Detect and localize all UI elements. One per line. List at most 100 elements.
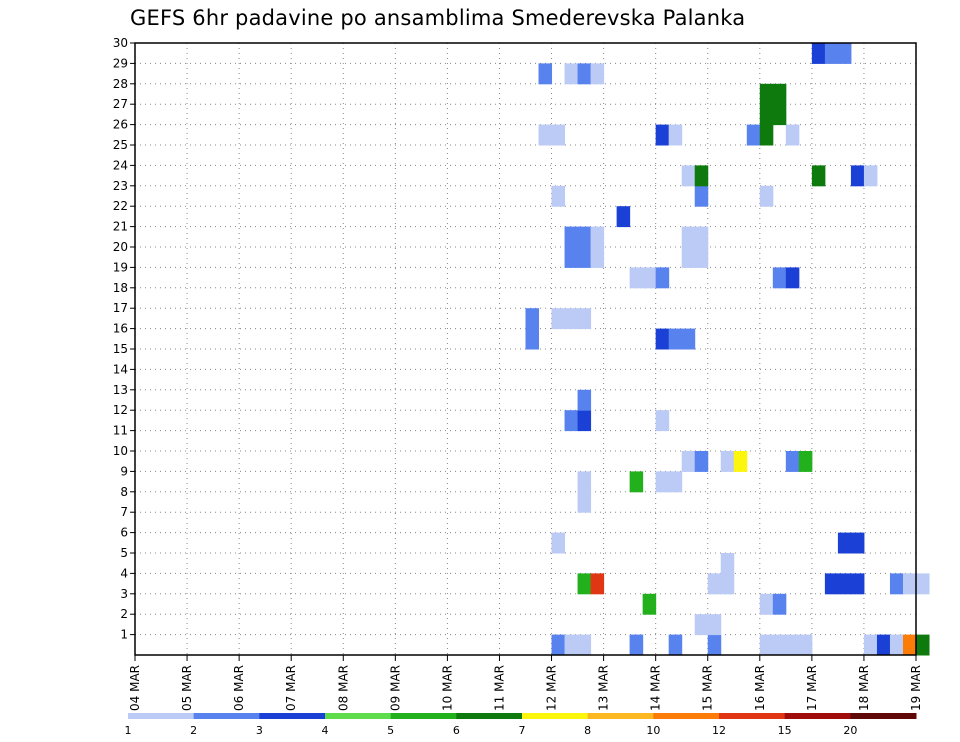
y-tick-label: 25 (113, 138, 128, 152)
x-tick-label: 05 MAR (180, 665, 194, 711)
heatmap-cell (785, 451, 800, 472)
heatmap-cell (902, 573, 917, 595)
y-tick-label: 20 (113, 240, 128, 254)
x-tick-label: 19 MAR (909, 665, 923, 711)
heatmap-cell (785, 124, 800, 146)
x-tick-label: 10 MAR (440, 665, 454, 711)
heatmap-cell (694, 614, 709, 636)
legend-label: 2 (190, 724, 197, 737)
heatmap-cell (772, 267, 787, 289)
y-tick-label: 14 (113, 362, 128, 376)
legend-swatch (784, 713, 851, 719)
heatmap-cell (772, 634, 787, 656)
heatmap-cell (824, 573, 839, 595)
y-tick-label: 3 (120, 587, 128, 601)
legend-label: 7 (519, 724, 526, 737)
heatmap-cell (720, 553, 735, 574)
heatmap-cell (694, 185, 709, 207)
heatmap-cell (629, 267, 644, 289)
heatmap-cell (694, 226, 709, 248)
heatmap-cell (577, 247, 592, 268)
heatmap-cell (837, 43, 852, 64)
x-tick-label: 13 MAR (597, 665, 611, 711)
legend-swatch (719, 713, 786, 719)
heatmap-cell (629, 471, 644, 493)
y-tick-label: 24 (113, 158, 128, 172)
heatmap-cell (668, 124, 683, 146)
heatmap-cell (837, 532, 852, 554)
y-tick-label: 5 (120, 546, 128, 560)
x-tick-label: 06 MAR (232, 665, 246, 711)
heatmap-cell (824, 43, 839, 64)
x-tick-label: 14 MAR (649, 665, 663, 711)
heatmap-cell (772, 593, 787, 615)
heatmap-cell (564, 63, 579, 85)
y-tick-label: 1 (120, 628, 128, 642)
heatmap-cell (577, 389, 592, 411)
heatmap-cell (616, 206, 631, 228)
heatmap-cell (916, 573, 930, 595)
y-tick-label: 13 (113, 383, 128, 397)
heatmap-cell (785, 267, 800, 289)
heatmap-cell (577, 63, 592, 85)
y-tick-label: 29 (113, 56, 128, 70)
heatmap-cell (733, 451, 748, 472)
heatmap-cell (759, 185, 774, 207)
legend-swatch (456, 713, 523, 719)
x-tick-label: 09 MAR (388, 665, 402, 711)
y-tick-label: 15 (113, 342, 128, 356)
heatmap-cell (590, 226, 605, 248)
heatmap-cell (564, 226, 579, 248)
legend-swatch (850, 713, 917, 719)
heatmap-cell (642, 593, 657, 615)
heatmap-cell (551, 308, 566, 330)
heatmap-cell (551, 124, 566, 146)
y-tick-label: 23 (113, 179, 128, 193)
heatmap-cell (798, 634, 813, 656)
heatmap-cell (551, 634, 566, 656)
heatmap-cell (759, 104, 774, 126)
heatmap-cells (525, 43, 930, 656)
heatmap-cell (538, 63, 553, 85)
y-tick-label: 12 (113, 403, 128, 417)
x-tick-label: 16 MAR (753, 665, 767, 711)
heatmap-cell (681, 226, 696, 248)
legend-swatch (587, 713, 654, 719)
heatmap-cell (863, 634, 878, 656)
heatmap-cell (564, 634, 579, 656)
heatmap-cell (720, 573, 735, 595)
y-tick-label: 19 (113, 260, 128, 274)
heatmap-cell (629, 634, 644, 656)
heatmap-cell (681, 451, 696, 472)
y-tick-label: 28 (113, 77, 128, 91)
heatmap-cell (655, 124, 670, 146)
y-tick-label: 9 (120, 464, 128, 478)
y-tick-label: 22 (113, 199, 128, 213)
x-tick-label: 07 MAR (284, 665, 298, 711)
legend-label: 4 (322, 724, 329, 737)
heatmap-cell (564, 410, 579, 432)
heatmap-cell (759, 634, 774, 656)
heatmap-cell (590, 247, 605, 268)
legend-label: 6 (453, 724, 460, 737)
heatmap-cell (642, 267, 657, 289)
heatmap-cell (694, 247, 709, 268)
heatmap-cell (538, 124, 553, 146)
heatmap-cell (759, 593, 774, 615)
heatmap-cell (564, 308, 579, 330)
heatmap-cell (694, 165, 709, 187)
heatmap-cell (577, 226, 592, 248)
heatmap-cell (681, 165, 696, 187)
x-tick-label: 08 MAR (336, 665, 350, 711)
heatmap-cell (577, 491, 592, 513)
legend-label: 20 (843, 724, 857, 737)
heatmap-cell (681, 328, 696, 350)
heatmap-cell (850, 165, 865, 187)
legend-swatch (128, 713, 195, 719)
heatmap-cell (551, 185, 566, 207)
y-tick-label: 11 (113, 424, 128, 438)
legend-label: 12 (712, 724, 726, 737)
heatmap-cell (811, 165, 826, 187)
y-tick-label: 26 (113, 118, 128, 132)
y-tick-label: 4 (120, 566, 128, 580)
